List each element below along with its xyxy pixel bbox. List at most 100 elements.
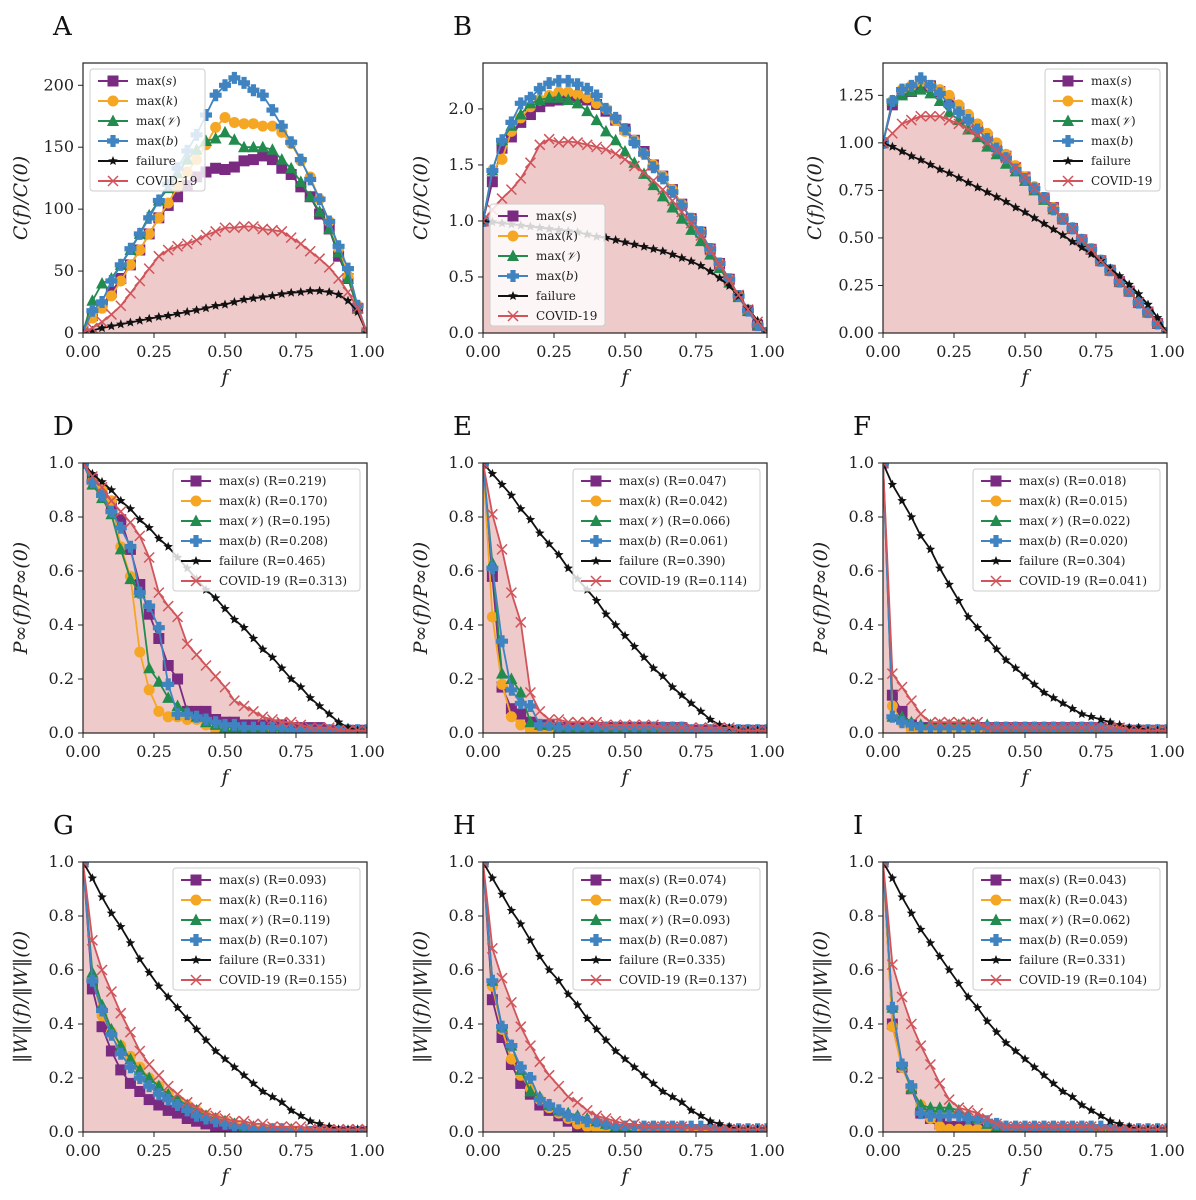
data-point <box>505 184 517 196</box>
data-point <box>639 241 649 251</box>
data-point <box>105 1028 118 1041</box>
legend-label: max(𝒱) (R=0.062) <box>1019 913 1130 927</box>
data-point <box>191 1024 202 1034</box>
y-axis-label: P∞(f)/P∞(0) <box>10 542 32 655</box>
data-point <box>704 1123 716 1132</box>
data-point <box>220 1054 230 1064</box>
series-covid <box>483 463 767 733</box>
data-point <box>152 675 165 687</box>
data-point <box>952 106 965 119</box>
data-point <box>705 714 715 724</box>
legend-item-failure: failure (R=0.390) <box>581 554 725 568</box>
data-point <box>305 1116 315 1126</box>
data-point <box>897 146 907 156</box>
data-point <box>162 660 174 671</box>
data-point <box>962 1104 974 1116</box>
legend-marker <box>1062 114 1074 126</box>
data-point <box>1010 722 1022 733</box>
legend-item-failure: failure (R=0.331) <box>181 953 325 967</box>
data-point <box>619 1118 631 1130</box>
data-point <box>590 721 603 733</box>
data-point <box>83 862 89 868</box>
data-point <box>515 1021 527 1033</box>
data-point <box>275 153 288 165</box>
legend: max(s) max(k) max(𝒱) max(b) failure COVID-19 <box>1044 68 1161 192</box>
data-point <box>638 719 650 731</box>
data-point <box>1067 236 1078 246</box>
y-tick-label: 0.0 <box>849 723 874 742</box>
data-point <box>191 305 202 315</box>
data-point <box>105 495 117 507</box>
data-point <box>1123 1123 1135 1132</box>
y-tick-label: 0.2 <box>849 1068 874 1087</box>
legend-label: COVID-19 (R=0.313) <box>219 574 347 588</box>
data-point <box>505 672 518 684</box>
data-point <box>496 1020 509 1033</box>
data-point <box>638 167 650 179</box>
data-point <box>343 295 353 305</box>
data-point <box>266 120 278 132</box>
x-tick-label: 0.75 <box>678 742 714 761</box>
data-point <box>562 93 575 105</box>
data-point <box>971 123 984 136</box>
data-point <box>181 1098 194 1110</box>
data-point <box>83 463 89 469</box>
plot-area <box>483 862 767 1132</box>
data-point <box>934 716 946 728</box>
data-point <box>124 242 137 255</box>
data-point <box>1057 722 1069 733</box>
data-point <box>516 503 526 513</box>
data-point <box>562 135 574 147</box>
data-point <box>162 678 175 691</box>
data-point <box>486 570 498 582</box>
data-point <box>562 721 575 733</box>
plot-area <box>83 463 367 733</box>
data-point <box>515 1077 527 1089</box>
data-point <box>238 220 250 233</box>
data-point <box>954 173 964 183</box>
data-point <box>1057 213 1069 225</box>
data-point <box>543 718 556 731</box>
legend-label: max(k) (R=0.042) <box>619 494 728 508</box>
data-point <box>685 722 697 733</box>
legend-label: max(b) <box>1091 134 1133 148</box>
data-point <box>305 285 315 295</box>
data-point <box>934 110 946 122</box>
data-point <box>639 1070 649 1080</box>
data-point <box>656 172 669 185</box>
panel-letter: F <box>853 412 871 442</box>
data-point <box>972 1123 984 1132</box>
y-tick-label: 2.0 <box>449 99 474 118</box>
series-max-b <box>83 71 367 333</box>
data-point <box>143 1094 155 1106</box>
data-point <box>675 199 688 212</box>
y-tick-label: 0.0 <box>449 323 474 342</box>
data-point <box>497 889 507 899</box>
legend: max(s) (R=0.093) max(k) (R=0.116) max(𝒱) (… <box>172 867 361 991</box>
x-tick-label: 0.00 <box>465 1141 501 1160</box>
data-point <box>924 1101 937 1113</box>
data-point <box>209 1115 222 1128</box>
data-point <box>628 1118 640 1130</box>
x-tick-label: 1.00 <box>1149 742 1185 761</box>
data-point <box>667 1091 678 1101</box>
data-point <box>972 622 983 632</box>
x-tick-label: 0.00 <box>465 742 501 761</box>
data-point <box>134 244 146 256</box>
legend-marker <box>590 974 602 986</box>
data-point <box>514 697 527 710</box>
data-point <box>524 715 537 728</box>
data-point <box>553 713 565 726</box>
legend-label: failure (R=0.465) <box>219 554 325 568</box>
data-point <box>677 690 687 700</box>
data-point <box>685 1123 697 1132</box>
data-point <box>601 232 611 242</box>
panel-h: H 0.00 0.25 0.50 0.75 1.00 0.0 0.2 0.4 0.6 0.8 1.0 f… <box>410 811 785 1187</box>
data-point <box>552 91 565 103</box>
x-tick-label: 1.00 <box>349 1141 385 1160</box>
legend-label: COVID-19 (R=0.155) <box>219 973 347 987</box>
panel-letter: B <box>453 12 472 42</box>
legend-marker <box>190 934 202 946</box>
data-point <box>943 114 955 126</box>
data-point <box>591 1024 602 1034</box>
